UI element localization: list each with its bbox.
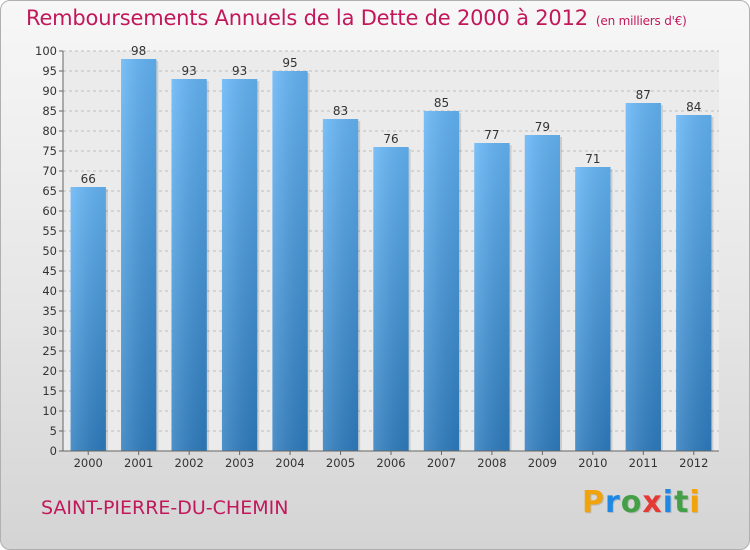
y-tick-label: 90	[42, 84, 57, 98]
x-tick-label: 2011	[629, 456, 658, 470]
bar-highlight	[524, 135, 561, 451]
y-tick-label: 20	[42, 364, 57, 378]
bar-highlight	[322, 119, 359, 451]
x-tick-label: 2005	[326, 456, 355, 470]
proxiti-logo: Proxiti	[582, 485, 701, 520]
x-tick-label: 2004	[275, 456, 304, 470]
bar-highlight	[171, 79, 207, 451]
y-tick-label: 5	[50, 424, 57, 438]
logo-letter: t	[674, 485, 690, 520]
y-tick-label: 65	[42, 184, 57, 198]
bar-highlight	[474, 143, 510, 451]
bar-highlight	[70, 187, 106, 451]
data-label: 85	[434, 96, 449, 110]
bar-highlight	[625, 103, 661, 451]
bar-highlight	[575, 167, 611, 451]
chart-unit: (en milliers d'€)	[595, 14, 687, 28]
data-label: 87	[636, 88, 651, 102]
x-tick-label: 2007	[427, 456, 456, 470]
bar-highlight	[373, 147, 409, 451]
y-tick-label: 45	[42, 264, 57, 278]
chart-title: Remboursements Annuels de la Dette de 20…	[26, 6, 687, 30]
y-tick-label: 10	[42, 404, 57, 418]
data-label: 84	[686, 100, 701, 114]
logo-letter: r	[605, 485, 621, 520]
bar-highlight	[221, 79, 258, 451]
data-label: 93	[182, 64, 197, 78]
logo-letter: o	[620, 485, 643, 520]
y-tick-label: 70	[42, 164, 57, 178]
logo-letter: i	[689, 485, 701, 520]
data-label: 93	[232, 64, 247, 78]
y-tick-label: 95	[42, 64, 57, 78]
x-tick-label: 2006	[376, 456, 405, 470]
y-tick-label: 0	[50, 444, 57, 458]
bar-highlight	[676, 115, 712, 451]
x-tick-label: 2002	[175, 456, 204, 470]
x-tick-label: 2012	[679, 456, 708, 470]
data-label: 83	[333, 104, 348, 118]
data-label: 71	[585, 152, 600, 166]
bar-highlight	[423, 111, 460, 451]
y-tick-label: 60	[42, 204, 57, 218]
data-label: 79	[535, 120, 550, 134]
x-tick-label: 2001	[124, 456, 153, 470]
data-label: 77	[484, 128, 499, 142]
logo-letter: x	[642, 485, 663, 520]
y-tick-label: 50	[42, 244, 57, 258]
data-label: 66	[81, 172, 96, 186]
y-tick-label: 30	[42, 324, 57, 338]
bar-highlight	[121, 59, 157, 451]
y-tick-label: 100	[35, 44, 57, 58]
y-tick-label: 35	[42, 304, 57, 318]
y-tick-label: 15	[42, 384, 57, 398]
y-tick-label: 55	[42, 224, 57, 238]
y-tick-label: 25	[42, 344, 57, 358]
x-tick-label: 2003	[225, 456, 254, 470]
x-tick-label: 2000	[74, 456, 103, 470]
bar-highlight	[272, 71, 308, 451]
logo-letter: P	[582, 485, 605, 520]
y-tick-label: 85	[42, 104, 57, 118]
x-tick-label: 2010	[578, 456, 607, 470]
data-label: 76	[383, 132, 398, 146]
y-tick-label: 40	[42, 284, 57, 298]
logo-letter: i	[662, 485, 675, 520]
chart-title-text: Remboursements Annuels de la Dette de 20…	[26, 6, 588, 30]
commune-name: SAINT-PIERRE-DU-CHEMIN	[41, 497, 289, 519]
y-tick-label: 80	[42, 124, 57, 138]
y-tick-label: 75	[42, 144, 57, 158]
x-tick-label: 2008	[477, 456, 506, 470]
data-label: 95	[282, 56, 297, 70]
data-label: 98	[131, 44, 146, 58]
x-tick-label: 2009	[528, 456, 557, 470]
